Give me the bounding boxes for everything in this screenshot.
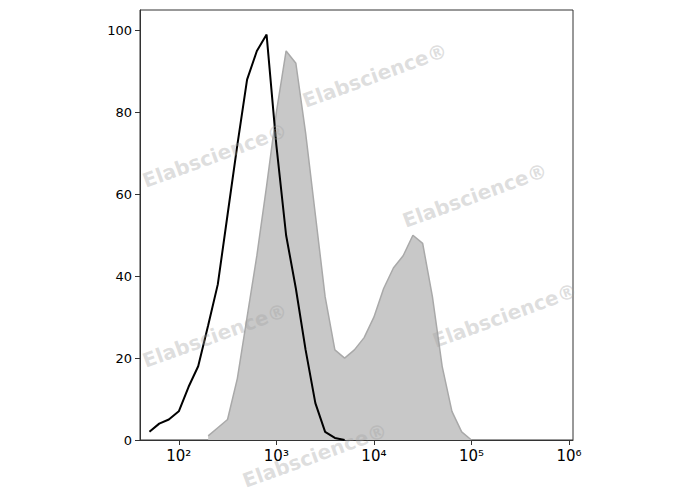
svg-text:10⁴: 10⁴ (361, 446, 387, 465)
svg-text:Elabscience®: Elabscience® (299, 38, 450, 113)
svg-text:Elabscience®: Elabscience® (139, 118, 290, 193)
svg-text:80: 80 (115, 105, 132, 120)
svg-text:Elabscience®: Elabscience® (239, 418, 390, 490)
svg-text:100: 100 (107, 23, 132, 38)
svg-text:10⁶: 10⁶ (556, 447, 581, 465)
svg-text:Elabscience®: Elabscience® (399, 158, 550, 233)
svg-text:10⁵: 10⁵ (459, 447, 484, 465)
svg-text:60: 60 (115, 187, 132, 202)
svg-text:40: 40 (115, 269, 132, 284)
svg-text:Elabscience®: Elabscience® (429, 278, 580, 353)
svg-text:0: 0 (124, 433, 132, 448)
svg-text:10²: 10² (166, 447, 191, 465)
svg-text:20: 20 (115, 351, 132, 366)
svg-text:Elabscience®: Elabscience® (139, 298, 290, 373)
